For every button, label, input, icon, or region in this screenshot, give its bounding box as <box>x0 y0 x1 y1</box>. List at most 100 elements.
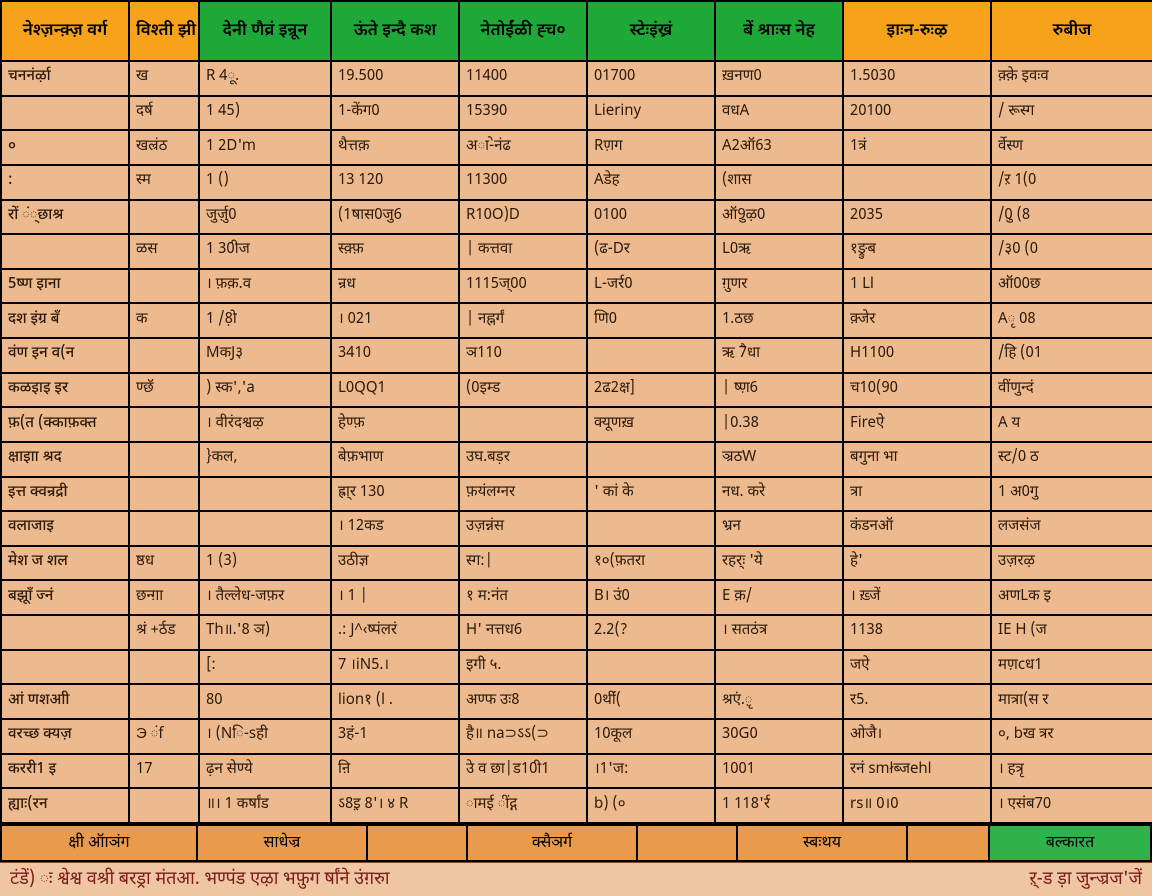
cell: /0ु (8 <box>991 200 1152 235</box>
table-row: वंण इन व(नMकJ३3410ञ110ऋ 7ैधाH1100/हि (01 <box>1 338 1152 373</box>
cell: ञ110 <box>459 338 587 373</box>
cell: र5. <box>843 684 991 719</box>
summary-cell-6 <box>908 826 990 860</box>
cell: 1 अ0गु <box>991 477 1152 512</box>
cell: (ढ-Dर <box>587 234 715 269</box>
footer-caption: टंडें) ः श्वेश्व वश्री बरड्रा मंतआ. भण्प… <box>0 862 1152 896</box>
cell: उघ.बड़र <box>459 442 587 477</box>
cell: दर्ष <box>129 96 199 131</box>
cell: लजसंज <box>991 511 1152 546</box>
cell: 1 (3) <box>199 546 331 581</box>
cell: ) स्क','a <box>199 373 331 408</box>
table-row: फ़(त (क्काफ़क्त। वीरंदश्वऴहेण्फ़क्यूणख़|… <box>1 407 1152 442</box>
cell <box>129 511 199 546</box>
cell: वधA <box>715 96 843 131</box>
cell: 3410 <box>331 338 459 373</box>
cell: | ष्ण़6 <box>715 373 843 408</box>
cell <box>459 407 587 442</box>
cell <box>129 477 199 512</box>
cell: । 12कड <box>331 511 459 546</box>
cell: भ्रन <box>715 511 843 546</box>
cell: MकJ३ <box>199 338 331 373</box>
col-header-6: बें श्राःस नेह <box>715 1 843 61</box>
table-header: नेश्ज़न्क़्ज़ वर्गविश्ती झीदेनी णैव्रं इ… <box>1 1 1152 61</box>
cell: स्क़्फ़ <box>331 234 459 269</box>
cell: नध. करे <box>715 477 843 512</box>
cell: Th॥.'8 ञ) <box>199 615 331 650</box>
table-row: वलाजाइ। 12कडउज़न्नंसभ्रनकंडनऑलजसंज <box>1 511 1152 546</box>
cell: । ख़्जें <box>843 580 991 615</box>
row-label: ० <box>1 130 129 165</box>
cell: ऩि <box>331 754 459 789</box>
col-header-7: इाःन-रुःऴ <box>843 1 991 61</box>
cell: इगी ५. <box>459 650 587 685</box>
cell: । एसंब70 <box>991 788 1152 823</box>
cell: उठीज्ञ <box>331 546 459 581</box>
cell: 1 /8़ो <box>199 303 331 338</box>
cell: बेफ़भाण <box>331 442 459 477</box>
summary-cell-4 <box>638 826 738 860</box>
cell: 1-केंग0 <box>331 96 459 131</box>
cell: 30G0 <box>715 719 843 754</box>
table-row: श्रं +र्ठडTh॥.'8 ञ).: J^‹ष्पंलरंH' नत्तध… <box>1 615 1152 650</box>
col-header-4: नेतोईंळी ह्च० <box>459 1 587 61</box>
cell: फ़यंलग्नर <box>459 477 587 512</box>
cell: 1 Ll <box>843 269 991 304</box>
cell: ।1'ज: <box>587 754 715 789</box>
cell: अणLक इ <box>991 580 1152 615</box>
cell: 1त्रं <box>843 130 991 165</box>
cell: 1115ज्00 <box>459 269 587 304</box>
cell: 1 45) <box>199 96 331 131</box>
cell: ओजै। <box>843 719 991 754</box>
row-label: मेश ज शल <box>1 546 129 581</box>
cell: त्रा <box>843 477 991 512</box>
cell: उज़रऴ <box>991 546 1152 581</box>
cell: ऽ8इ़ 8'। ४ R <box>331 788 459 823</box>
table-row: कळइाइ इरण्छॅ) स्क','aL0QQ1(0इम्ड2ढ2क्ष]|… <box>1 373 1152 408</box>
cell: (0इम्ड <box>459 373 587 408</box>
table-row: ह्याः(रन॥। 1 कर्षांडऽ8इ़ 8'। ४ Rामई ींद्… <box>1 788 1152 823</box>
cell: । हत्रृ <box>991 754 1152 789</box>
table-row: रों ं्छाश्रजुर्ज़ु0(1षास0जु6R10O)D0100ऑ9… <box>1 200 1152 235</box>
cell: हे' <box>843 546 991 581</box>
cell: ऑ9ुऴ0 <box>715 200 843 235</box>
cell: 11300 <box>459 165 587 200</box>
col-header-0: नेश्ज़न्क़्ज़ वर्ग <box>1 1 129 61</box>
cell: rs॥ 0।0 <box>843 788 991 823</box>
cell: / रूस्ग <box>991 96 1152 131</box>
cell: । वीरंदश्वऴ <box>199 407 331 442</box>
cell: कंडनऑ <box>843 511 991 546</box>
table-row: [:7 ।iN5.।इगी ५.जऐमण़cध1 <box>1 650 1152 685</box>
cell: ञ्रठW <box>715 442 843 477</box>
ledger-table: नेश्ज़न्क़्ज़ वर्गविश्ती झीदेनी णैव्रं इ… <box>0 0 1152 824</box>
col-header-1: विश्ती झी <box>129 1 199 61</box>
row-label: फ़(त (क्काफ़क्त <box>1 407 129 442</box>
row-label: चननंर्ऴा <box>1 61 129 96</box>
cell: स्ग:| <box>459 546 587 581</box>
cell: वींणुन्दं <box>991 373 1152 408</box>
cell: ढ़न सेण्ये <box>199 754 331 789</box>
cell: ामई ींद्ग <box>459 788 587 823</box>
cell <box>199 511 331 546</box>
cell: स्म <box>129 165 199 200</box>
table-row: दर्ष1 45)1-केंग015390LierinyवधA20100/ रू… <box>1 96 1152 131</box>
cell: (1षास0जु6 <box>331 200 459 235</box>
row-label <box>1 96 129 131</box>
table-row: वरच्छ क्यज़Э ंf। (Nि-sही3हं-1है॥ na⊃ऽऽ(⊃… <box>1 719 1152 754</box>
cell: | कत्तवा <box>459 234 587 269</box>
cell: १०(फ़तरा <box>587 546 715 581</box>
cell <box>843 165 991 200</box>
cell <box>129 788 199 823</box>
row-label: आं णशआी <box>1 684 129 719</box>
row-label: बझूाँ ज्नं <box>1 580 129 615</box>
cell: |0.38 <box>715 407 843 442</box>
cell: [: <box>199 650 331 685</box>
cell <box>587 338 715 373</box>
col-header-2: देनी णैव्रं इन्रून <box>199 1 331 61</box>
table-row: दश इंग्र बँक1 /8़ो। 021| नह्नर्गंणि01.ठछ… <box>1 303 1152 338</box>
row-label: कररी1 इ <box>1 754 129 789</box>
col-header-8: रुबीज <box>991 1 1152 61</box>
cell: क़्जेर <box>843 303 991 338</box>
table-row: चननंर्ऴाखR 4ू.19.5001140001700ख़नण01.503… <box>1 61 1152 96</box>
table-row: कररी1 इ17ढ़न सेण्येऩिउे व छा|ड10ी1।1'ज:1… <box>1 754 1152 789</box>
